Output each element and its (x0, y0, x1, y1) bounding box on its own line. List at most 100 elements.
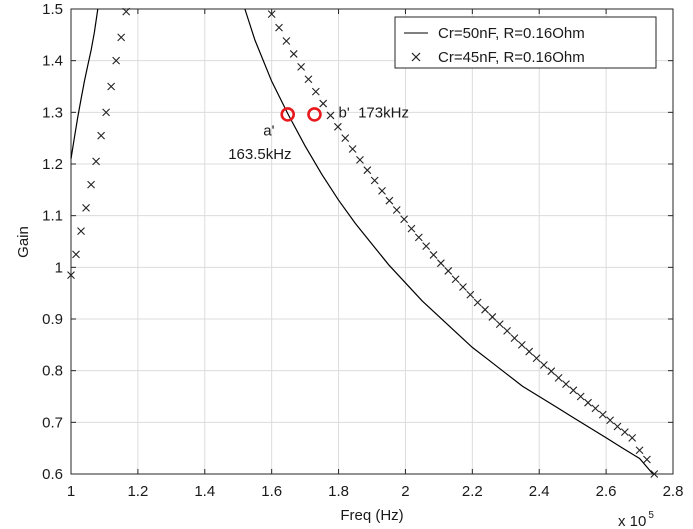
data-point-x-marker (554, 374, 563, 382)
data-point-x-marker (459, 283, 467, 291)
data-point-x-marker (356, 155, 364, 164)
data-point-x-marker (122, 7, 131, 16)
y-tick-label: 0.8 (42, 363, 63, 380)
data-point-x-marker (392, 206, 401, 214)
data-point-x-marker (532, 354, 541, 363)
x-axis-title: Freq (Hz) (340, 507, 403, 524)
x-tick-label: 2.2 (462, 483, 483, 500)
x-tick-label: 2.4 (529, 483, 550, 500)
y-tick-label: 1.1 (42, 208, 63, 225)
data-point-x-marker (92, 157, 100, 166)
data-point-x-marker (510, 334, 519, 343)
axis-ticks (70, 8, 674, 475)
data-point-x-marker (304, 75, 313, 84)
data-point-x-marker (311, 87, 320, 96)
x-multiplier: x 10 5 (618, 510, 654, 529)
data-point-x-marker (333, 122, 342, 131)
data-point-x-marker (275, 23, 283, 32)
series-line (244, 8, 654, 475)
data-point-x-marker (481, 305, 489, 314)
data-point-x-marker (488, 313, 497, 321)
x-tick-label: 1.8 (328, 483, 349, 500)
data-point-x-marker (451, 275, 460, 284)
data-point-x-marker (97, 131, 105, 140)
data-point-x-marker (525, 347, 534, 356)
series-line (70, 8, 99, 159)
annotation-label: 163.5kHz (228, 146, 291, 163)
annotation-label: a' (263, 123, 274, 140)
legend-label-series-2: Cr=45nF, R=0.16Ohm (438, 49, 585, 66)
data-point-x-marker (370, 176, 379, 185)
x-tick-label: 1.4 (194, 483, 215, 500)
data-point-x-marker (102, 108, 111, 117)
data-point-x-marker (112, 56, 121, 65)
x-tick-label: 1.2 (127, 483, 148, 500)
data-point-x-marker (584, 398, 592, 407)
data-point-x-marker (363, 166, 372, 175)
x-tick-labels: 1 1.2 1.4 1.6 1.8 2 2.2 2.4 2.6 2.8 (67, 483, 684, 500)
x-tick-label: 1 (67, 483, 75, 500)
data-point-x-marker (87, 180, 95, 189)
y-tick-label: 0.9 (42, 311, 63, 328)
y-tick-label: 1 (55, 259, 63, 276)
data-point-x-marker (319, 99, 328, 108)
data-point-x-marker (517, 340, 526, 349)
data-point-x-marker (650, 470, 659, 478)
data-point-x-marker (598, 410, 607, 419)
x-multiplier-base: x 10 (618, 513, 646, 529)
y-tick-label: 0.7 (42, 414, 63, 431)
x-tick-label: 2.8 (663, 483, 684, 500)
data-point-x-marker (117, 33, 126, 42)
data-point-x-marker (540, 361, 548, 369)
data-point-x-marker (429, 251, 438, 259)
data-point-x-marker (437, 259, 445, 268)
plot-area (71, 9, 673, 474)
y-tick-label: 0.6 (42, 466, 63, 483)
highlight-markers (280, 107, 322, 122)
data-point-x-marker (67, 271, 75, 279)
data-point-x-marker (613, 422, 622, 431)
data-point-x-marker (628, 433, 637, 442)
highlight-circle (307, 107, 322, 122)
y-tick-label: 1.4 (42, 53, 63, 70)
x-multiplier-exponent: 5 (648, 510, 654, 521)
legend-box (394, 16, 657, 69)
data-point-x-marker (569, 386, 578, 395)
plot-frame (70, 8, 674, 475)
data-point-x-marker (297, 62, 305, 71)
data-point-x-marker (643, 455, 651, 464)
data-point-x-marker (466, 290, 475, 299)
series-2 (67, 7, 659, 478)
data-point-x-marker (378, 186, 386, 195)
data-point-x-marker (326, 111, 335, 120)
x-tick-label: 1.6 (261, 483, 282, 500)
y-tick-label: 1.2 (42, 156, 63, 173)
data-point-x-marker (82, 204, 90, 212)
legend-label-series-1: Cr=50nF, R=0.16Ohm (438, 25, 585, 42)
data-point-x-marker (341, 134, 350, 143)
x-tick-label: 2 (401, 483, 409, 500)
data-point-x-marker (77, 227, 85, 236)
series-1 (70, 8, 654, 475)
data-point-x-marker (562, 380, 570, 388)
y-tick-label: 1.3 (42, 104, 63, 121)
legend: Cr=50nF, R=0.16Ohm Cr=45nF, R=0.16Ohm (394, 16, 657, 69)
x-tick-label: 2.6 (596, 483, 617, 500)
data-point-x-marker (547, 367, 556, 376)
data-point-x-marker (400, 215, 408, 224)
data-point-x-marker (495, 320, 504, 329)
data-point-x-marker (473, 298, 482, 307)
data-point-x-marker (107, 82, 116, 91)
y-tick-label: 1.5 (42, 1, 63, 18)
data-point-x-marker (282, 37, 291, 45)
data-point-x-marker (444, 267, 453, 275)
data-point-x-marker (503, 326, 512, 335)
data-point-x-marker (289, 50, 298, 58)
legend-swatch-x-marker (411, 52, 421, 62)
data-point-x-marker (385, 196, 394, 205)
y-tick-labels: 0.6 0.7 0.8 0.9 1 1.1 1.2 1.3 1.4 1.5 (42, 1, 63, 483)
annotations: a' 163.5kHz b' 173kHz (228, 105, 409, 163)
data-point-x-marker (72, 250, 80, 259)
y-axis-title: Gain (15, 226, 32, 258)
